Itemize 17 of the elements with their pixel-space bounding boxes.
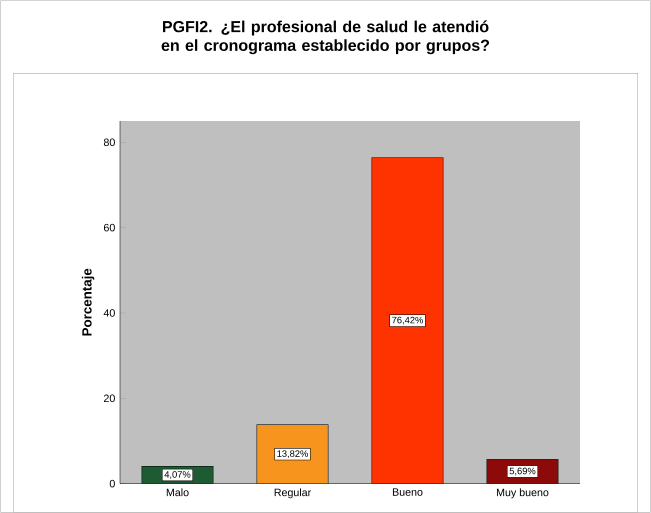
y-axis-title: Porcentaje	[82, 268, 94, 336]
data-label: 4,07%	[164, 471, 190, 479]
x-tick-label: Muy bueno	[496, 488, 548, 498]
chart-title: PGFI2. ¿El profesional de salud le atendió en el cronograma establecido por grupos?	[162, 20, 490, 54]
y-tick-label: 0	[110, 480, 115, 488]
bar	[256, 424, 328, 484]
data-label: 5,69%	[510, 468, 536, 476]
y-tick-label: 80	[104, 138, 115, 146]
data-label: 76,42%	[392, 316, 423, 324]
data-label: 13,82%	[277, 450, 308, 458]
x-tick-label: Malo	[166, 488, 189, 496]
y-tick-label: 60	[104, 224, 115, 232]
x-tick-label: Bueno	[392, 488, 422, 496]
x-tick-label: Regular	[274, 488, 311, 498]
bar	[372, 157, 444, 484]
y-tick-label: 20	[104, 394, 115, 402]
y-tick-label: 40	[104, 309, 115, 317]
